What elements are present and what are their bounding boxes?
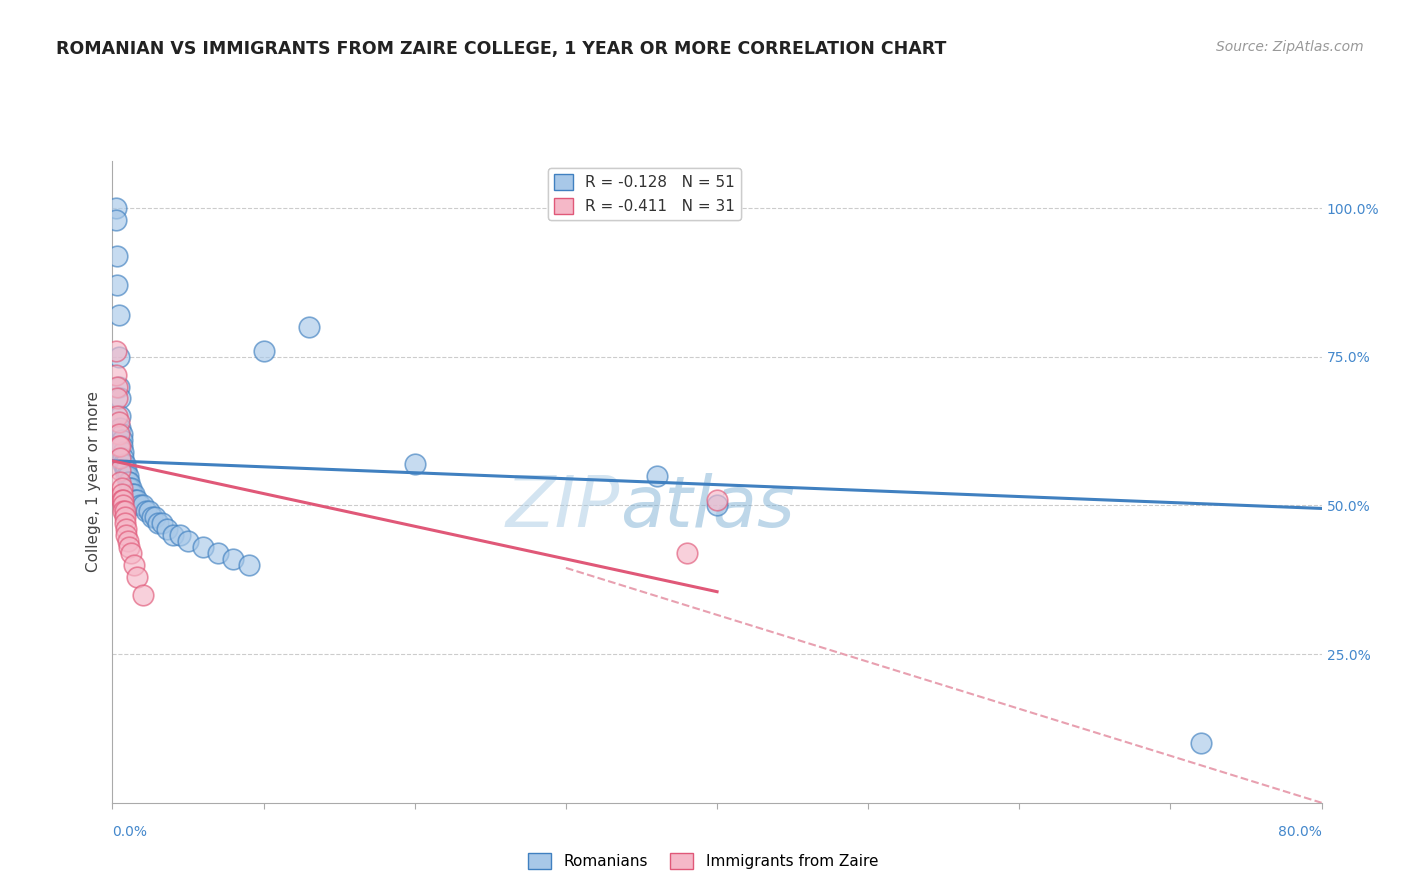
Point [118, 475, 141, 489]
Point [169, 528, 191, 542]
Point [105, 392, 128, 406]
Point [156, 522, 179, 536]
Point [132, 588, 155, 602]
Point [108, 450, 131, 465]
Point [114, 463, 136, 477]
Point [105, 409, 128, 424]
Point [117, 468, 139, 483]
Point [110, 481, 132, 495]
Point [132, 499, 155, 513]
Point [162, 528, 184, 542]
Point [121, 486, 143, 500]
Point [104, 201, 127, 215]
Point [128, 499, 150, 513]
Text: ROMANIAN VS IMMIGRANTS FROM ZAIRE COLLEGE, 1 YEAR OR MORE CORRELATION CHART: ROMANIAN VS IMMIGRANTS FROM ZAIRE COLLEG… [56, 40, 946, 58]
Point [645, 468, 668, 483]
Point [207, 546, 229, 560]
Point [108, 463, 131, 477]
Point [1189, 736, 1212, 750]
Point [120, 481, 142, 495]
Point [122, 558, 145, 572]
Point [141, 510, 163, 524]
Point [112, 457, 135, 471]
Text: 80.0%: 80.0% [1278, 825, 1322, 839]
Point [117, 534, 139, 549]
Point [112, 445, 135, 459]
Point [114, 504, 136, 518]
Point [110, 492, 132, 507]
Point [107, 427, 129, 442]
Point [122, 486, 145, 500]
Point [110, 433, 132, 447]
Point [115, 528, 138, 542]
Point [104, 343, 127, 358]
Point [675, 546, 697, 560]
Point [104, 368, 127, 382]
Point [112, 450, 135, 465]
Text: ZIP: ZIP [506, 473, 620, 541]
Point [238, 558, 260, 572]
Point [108, 439, 131, 453]
Point [115, 468, 138, 483]
Point [108, 421, 131, 435]
Point [125, 492, 148, 507]
Point [107, 415, 129, 429]
Point [118, 540, 141, 554]
Point [222, 552, 245, 566]
Point [150, 516, 173, 531]
Legend: Romanians, Immigrants from Zaire: Romanians, Immigrants from Zaire [522, 847, 884, 875]
Legend: R = -0.128   N = 51, R = -0.411   N = 31: R = -0.128 N = 51, R = -0.411 N = 31 [548, 169, 741, 220]
Point [706, 499, 728, 513]
Point [112, 492, 135, 507]
Point [105, 278, 128, 293]
Point [105, 249, 128, 263]
Point [112, 499, 135, 513]
Point [135, 504, 157, 518]
Point [108, 392, 131, 406]
Point [146, 516, 169, 531]
Point [404, 457, 426, 471]
Point [177, 534, 200, 549]
Point [110, 486, 132, 500]
Point [114, 516, 136, 531]
Point [138, 504, 160, 518]
Point [143, 510, 166, 524]
Point [107, 350, 129, 364]
Point [110, 427, 132, 442]
Point [118, 481, 141, 495]
Text: atlas: atlas [620, 473, 794, 541]
Point [120, 546, 142, 560]
Point [110, 439, 132, 453]
Point [191, 540, 214, 554]
Point [105, 379, 128, 393]
Point [107, 379, 129, 393]
Y-axis label: College, 1 year or more: College, 1 year or more [86, 392, 101, 572]
Point [253, 343, 276, 358]
Point [706, 492, 728, 507]
Point [114, 457, 136, 471]
Point [108, 409, 131, 424]
Point [115, 463, 138, 477]
Point [124, 492, 146, 507]
Point [125, 570, 148, 584]
Text: Source: ZipAtlas.com: Source: ZipAtlas.com [1216, 40, 1364, 54]
Point [104, 213, 127, 227]
Point [107, 308, 129, 322]
Point [112, 504, 135, 518]
Point [117, 475, 139, 489]
Point [107, 439, 129, 453]
Point [115, 522, 138, 536]
Point [114, 510, 136, 524]
Point [108, 475, 131, 489]
Text: 0.0%: 0.0% [112, 825, 148, 839]
Point [298, 320, 321, 334]
